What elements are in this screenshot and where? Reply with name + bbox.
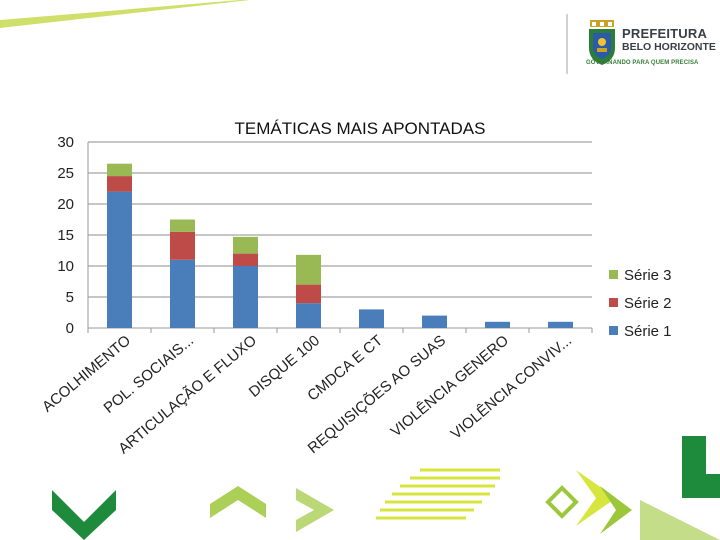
logo-title: PREFEITURA <box>622 26 708 41</box>
chart-title: TEMÁTICAS MAIS APONTADAS <box>235 119 486 138</box>
legend-label: Série 2 <box>624 295 672 312</box>
top-swoosh <box>0 0 250 28</box>
y-tick-label: 15 <box>57 227 74 244</box>
y-tick-label: 5 <box>66 289 74 306</box>
bar-s-rie-2-2 <box>170 231 195 260</box>
legend-swatch <box>609 298 618 307</box>
logo-divider <box>566 14 568 74</box>
bar-s-rie-1-7 <box>485 321 510 328</box>
bar-s-rie-1-6 <box>422 315 447 328</box>
bottom-decoration <box>52 436 720 540</box>
bar-s-rie-1-3 <box>233 266 258 328</box>
bar-s-rie-3-2 <box>170 219 195 232</box>
bar-s-rie-3-3 <box>233 236 258 254</box>
y-tick-label: 30 <box>57 134 74 151</box>
logo-subtitle: BELO HORIZONTE <box>622 41 716 53</box>
bar-s-rie-1-2 <box>170 259 195 328</box>
bar-s-rie-2-4 <box>296 284 321 304</box>
bar-s-rie-1-1 <box>107 191 132 328</box>
x-category-label: VIOLÊNCIA GENERO <box>387 332 512 440</box>
bar-s-rie-2-3 <box>233 253 258 266</box>
prefeitura-logo: PREFEITURA BELO HORIZONTE GOVERNANDO PAR… <box>566 14 716 76</box>
legend-swatch <box>609 270 618 279</box>
legend-label: Série 1 <box>624 323 672 340</box>
logo-slogan: GOVERNANDO PARA QUEM PRECISA <box>586 60 699 66</box>
bar-s-rie-3-4 <box>296 254 321 285</box>
y-axis: 0 5 10 15 20 25 30 <box>57 134 89 337</box>
legend-label: Série 3 <box>624 267 672 284</box>
bar-s-rie-3-1 <box>107 163 132 177</box>
legend-swatch <box>609 326 618 335</box>
y-tick-label: 20 <box>57 196 74 213</box>
bar-s-rie-1-5 <box>359 309 384 328</box>
y-tick-label: 25 <box>57 165 74 182</box>
chart-gridlines <box>88 141 592 329</box>
bar-s-rie-2-1 <box>107 176 132 192</box>
x-category-label: VIOLÊNCIA CONVIV... <box>448 332 575 443</box>
bar-s-rie-1-8 <box>548 321 573 328</box>
chart-bars <box>107 163 573 328</box>
y-tick-label: 0 <box>66 320 74 337</box>
y-tick-label: 10 <box>57 258 74 275</box>
city-crest-icon <box>589 20 615 65</box>
chart-legend: Série 3 Série 2 Série 1 <box>609 267 672 340</box>
bar-s-rie-1-4 <box>296 303 321 328</box>
